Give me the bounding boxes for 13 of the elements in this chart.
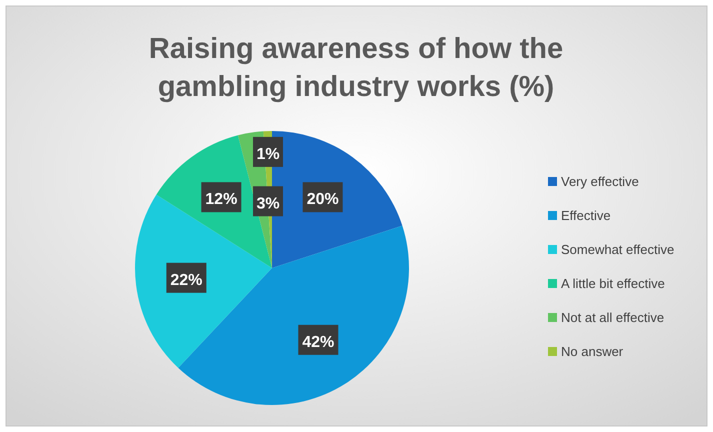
legend-label: A little bit effective: [561, 276, 665, 291]
legend-label: Very effective: [561, 174, 639, 189]
data-label: 3%: [256, 195, 280, 212]
data-label: 22%: [170, 272, 202, 289]
data-label: 42%: [302, 334, 334, 351]
legend-label: Effective: [561, 208, 611, 223]
data-label: 1%: [256, 146, 280, 163]
data-label: 20%: [306, 191, 339, 208]
legend-label: No answer: [561, 344, 624, 359]
data-label: 12%: [205, 191, 238, 208]
chart-title: Raising awareness of how the gambling industry works (%): [148, 33, 564, 103]
legend-label: Not at all effective: [561, 310, 664, 325]
legend-label: Somewhat effective: [561, 242, 674, 257]
